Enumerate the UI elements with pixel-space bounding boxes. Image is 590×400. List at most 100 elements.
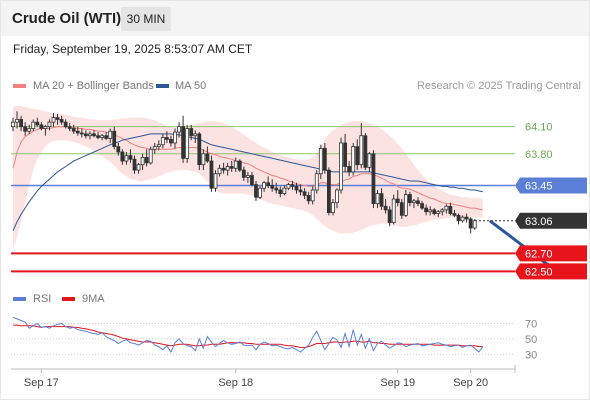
candle-body: [436, 211, 441, 214]
candle: [452, 209, 457, 218]
candle-body: [245, 175, 250, 178]
x-axis-tick-label: Sep 19: [380, 377, 415, 389]
candle: [331, 199, 335, 216]
candle-body: [108, 130, 113, 139]
candle: [306, 191, 311, 205]
candle-body: [241, 169, 246, 178]
candle: [391, 194, 396, 225]
price-level-label: 63.80: [525, 149, 553, 161]
candle: [363, 133, 368, 171]
candle: [424, 204, 429, 216]
candle-body: [286, 184, 291, 189]
candle-body: [189, 128, 194, 137]
ma20-legend-swatch: [13, 84, 26, 88]
candle-body: [314, 173, 319, 191]
candle-body: [318, 147, 323, 175]
candle-body: [472, 220, 477, 229]
candle-body: [363, 135, 368, 168]
price-level-label: 63.45: [525, 180, 553, 192]
candle: [245, 171, 250, 183]
candle-body: [448, 205, 453, 214]
candle: [213, 170, 218, 192]
candle: [35, 117, 40, 127]
candle-body: [67, 126, 72, 129]
candle-body: [420, 203, 424, 209]
candle: [39, 122, 44, 131]
candle: [140, 153, 145, 171]
ma50-line: [12, 133, 483, 231]
candle: [351, 142, 356, 176]
candle-body: [11, 121, 15, 128]
candle: [197, 132, 202, 171]
price-level-tag: [515, 263, 587, 280]
candle-body: [177, 126, 181, 133]
candle: [383, 199, 388, 214]
rsi-tick-label: 30: [525, 349, 537, 361]
candle: [124, 152, 129, 165]
candle: [84, 130, 88, 139]
candle: [278, 186, 283, 198]
candle: [169, 135, 173, 147]
candle-body: [322, 147, 327, 171]
candle-body: [84, 133, 88, 137]
candle: [229, 161, 234, 172]
candle: [132, 155, 137, 174]
candle: [318, 144, 323, 180]
price-level-tag: [515, 212, 587, 229]
candle: [428, 206, 433, 216]
candle-body: [379, 193, 384, 207]
candle: [225, 162, 230, 176]
candle-body: [217, 167, 222, 175]
candle: [237, 159, 242, 172]
candle-body: [120, 151, 125, 162]
candle-body: [403, 194, 408, 216]
candle-body: [185, 128, 190, 159]
candle-body: [424, 207, 429, 213]
candle-body: [282, 187, 287, 195]
candle: [375, 190, 380, 209]
candle-body: [148, 148, 153, 164]
candle-body: [197, 133, 202, 166]
candle-body: [339, 142, 343, 191]
candle-body: [59, 119, 64, 123]
candle-body: [63, 121, 68, 128]
candle-body: [371, 153, 376, 204]
candle-body: [201, 153, 206, 166]
ma50-legend-swatch: [156, 84, 169, 88]
candle-body: [169, 138, 173, 144]
candle: [47, 119, 52, 131]
ma9-legend-swatch: [62, 297, 75, 301]
candle-body: [132, 158, 137, 171]
candle: [217, 164, 222, 177]
candle: [189, 124, 194, 141]
candle: [209, 155, 214, 192]
candle-body: [205, 153, 210, 162]
candle: [79, 128, 84, 138]
candle: [371, 150, 376, 209]
candle: [359, 123, 364, 169]
candle: [282, 185, 287, 196]
rsi-9ma-line: [13, 324, 483, 348]
candle-body: [468, 218, 473, 229]
candle-body: [387, 209, 392, 223]
candle-body: [152, 146, 157, 150]
candle-body: [156, 144, 161, 147]
candle: [31, 119, 36, 132]
candle-body: [347, 166, 352, 173]
candle-body: [298, 189, 303, 193]
candle: [55, 114, 60, 125]
candle-body: [92, 133, 96, 137]
candle-body: [274, 187, 279, 191]
candle-body: [258, 187, 262, 198]
candle-body: [51, 117, 56, 123]
candle: [233, 157, 238, 172]
candle-body: [428, 209, 433, 213]
timeframe-button[interactable]: 30 MIN: [121, 7, 171, 31]
candle: [403, 190, 408, 218]
ma20-line: [12, 126, 483, 211]
candle: [379, 188, 384, 210]
candle: [181, 115, 186, 163]
candle-body: [213, 173, 218, 189]
candle-body: [233, 160, 238, 169]
